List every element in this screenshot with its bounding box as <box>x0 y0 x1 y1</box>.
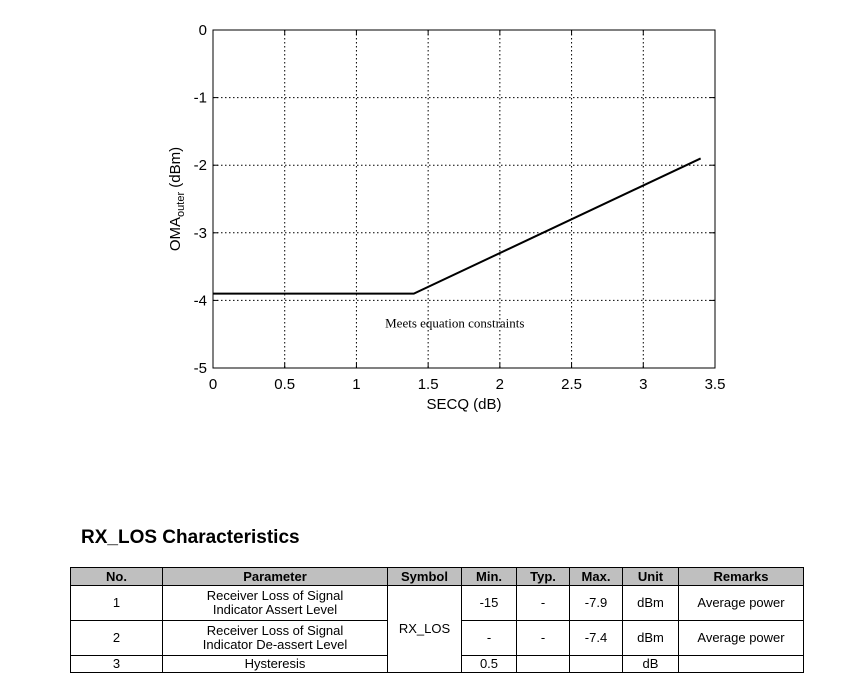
cell-symbol: RX_LOS <box>387 585 462 673</box>
x-tick-label: 3 <box>639 376 647 393</box>
annotations: Meets equation constraints <box>385 315 524 330</box>
cell-parameter: Receiver Loss of Signal Indicator De-asse… <box>162 620 388 656</box>
cell-typ <box>516 655 570 673</box>
cell-unit: dBm <box>622 620 679 656</box>
y-tick-label: -3 <box>194 225 207 242</box>
cell-unit: dB <box>622 655 679 673</box>
x-tick-label: 3.5 <box>705 376 726 393</box>
cell-unit: dBm <box>622 585 679 621</box>
param-line-2: Indicator Assert Level <box>212 602 338 617</box>
cell-remarks <box>678 655 804 673</box>
section-title: RX_LOS Characteristics <box>81 527 300 548</box>
cell-min: - <box>461 620 517 656</box>
y-tick-label: -2 <box>194 157 207 174</box>
cell-min: -15 <box>461 585 517 621</box>
x-tick-label: 1 <box>352 376 360 393</box>
x-axis-label: SECQ (dB) <box>426 396 501 413</box>
cell-no: 3 <box>70 655 163 673</box>
chart-annotation: Meets equation constraints <box>385 315 524 330</box>
y-tick-label: -5 <box>194 360 207 377</box>
table-row: 3 Hysteresis 0.5 dB <box>70 655 804 673</box>
param-line-2: Indicator De-assert Level <box>202 637 348 652</box>
plot-frame <box>212 29 716 369</box>
cell-no: 1 <box>70 585 163 621</box>
y-tick-labels: 0 -1 -2 -3 -4 -5 <box>194 22 207 377</box>
cell-max <box>569 655 623 673</box>
cell-parameter: Receiver Loss of Signal Indicator Assert … <box>162 585 388 621</box>
x-tick-labels: 0 0.5 1 1.5 2 2.5 3 3.5 <box>209 376 726 393</box>
cell-remarks: Average power <box>678 585 804 621</box>
cell-typ: - <box>516 585 570 621</box>
x-tick-label: 0 <box>209 376 217 393</box>
cell-max: -7.4 <box>569 620 623 656</box>
x-tick-label: 0.5 <box>274 376 295 393</box>
x-tick-label: 1.5 <box>418 376 439 393</box>
header-parameter: Parameter <box>162 567 388 586</box>
cell-no: 2 <box>70 620 163 656</box>
header-no: No. <box>70 567 163 586</box>
cell-typ: - <box>516 620 570 656</box>
y-axis-label-sub: outer <box>175 192 187 217</box>
table-row: 1 Receiver Loss of Signal Indicator Asser… <box>70 585 804 673</box>
y-tick-label: -1 <box>194 90 207 107</box>
table-header-row: No. Parameter Symbol Min. Typ. Max. Unit… <box>70 567 804 586</box>
chart-grid <box>213 30 715 368</box>
oma-secq-chart: 0 0.5 1 1.5 2 2.5 3 3.5 0 -1 -2 -3 -4 -5 Meets equat… <box>167 22 726 413</box>
cell-min: 0.5 <box>461 655 517 673</box>
param-line-1: Receiver Loss of Signal <box>206 588 344 603</box>
header-remarks: Remarks <box>678 567 804 586</box>
x-tick-label: 2.5 <box>561 376 582 393</box>
header-unit: Unit <box>622 567 679 586</box>
param-line-1: Hysteresis <box>244 656 306 671</box>
param-line-1: Receiver Loss of Signal <box>206 623 344 638</box>
x-tick-label: 2 <box>496 376 504 393</box>
header-symbol: Symbol <box>387 567 462 586</box>
series-line <box>213 157 702 295</box>
y-axis-label: OMAouter (dBm) <box>167 147 187 251</box>
y-tick-label: 0 <box>199 22 207 39</box>
y-axis-label-main: OMA <box>167 217 184 251</box>
y-tick-label: -4 <box>194 292 207 309</box>
header-typ: Typ. <box>516 567 570 586</box>
cell-max: -7.9 <box>569 585 623 621</box>
rx-los-table: No. Parameter Symbol Min. Typ. Max. Unit… <box>70 567 804 673</box>
header-min: Min. <box>461 567 517 586</box>
series-group <box>213 157 702 295</box>
cell-remarks: Average power <box>678 620 804 656</box>
header-max: Max. <box>569 567 623 586</box>
tick-marks <box>212 29 716 369</box>
y-axis-label-unit: (dBm) <box>167 147 184 192</box>
cell-parameter: Hysteresis <box>162 655 388 673</box>
